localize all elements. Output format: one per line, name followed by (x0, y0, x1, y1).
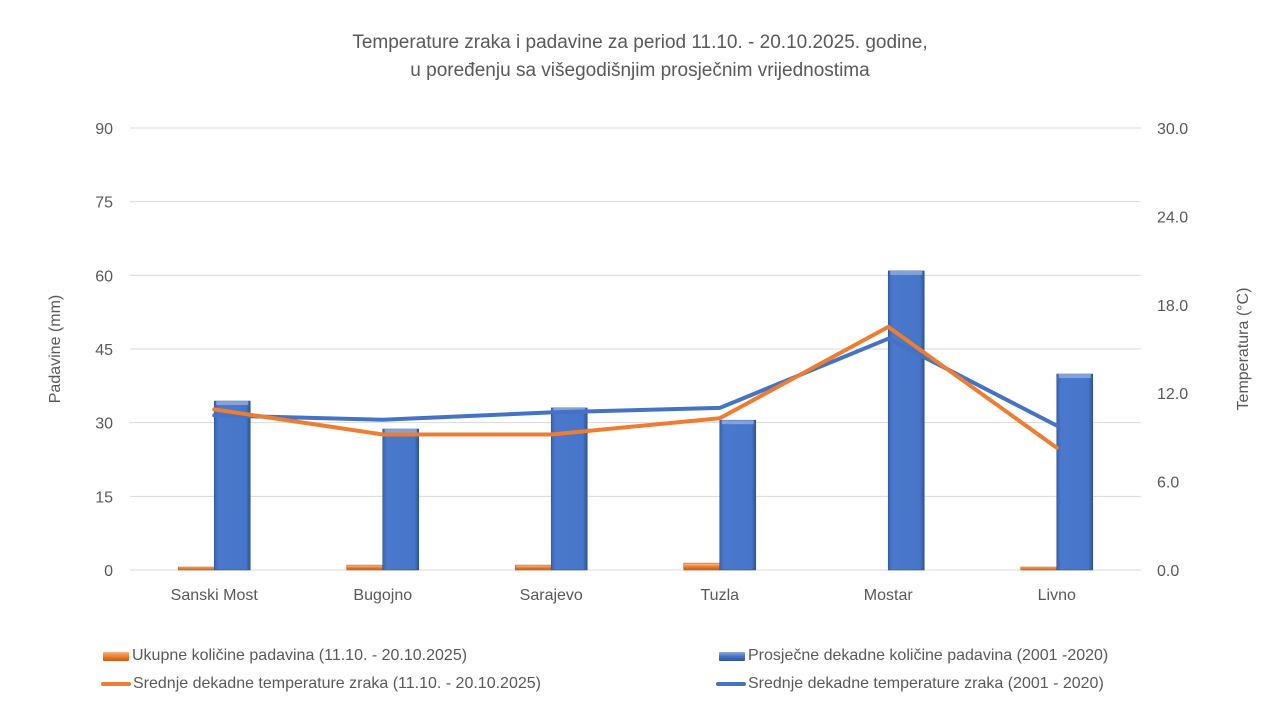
y-left-tick-label: 15 (95, 489, 113, 506)
x-tick-label: Sanski Most (171, 587, 259, 604)
legend-label: Ukupne količine padavina (11.10. - 20.10… (132, 647, 468, 664)
y-right-tick-label: 0.0 (1157, 563, 1179, 580)
bar-precip-2025 (514, 564, 552, 571)
y-right-tick-label: 12.0 (1157, 386, 1188, 403)
bar-bevel (216, 401, 249, 406)
chart-subtitle: u poređenju sa višegodišnjim prosječnim … (410, 60, 870, 81)
line-temp-2025 (212, 324, 1059, 450)
x-tick-label: Mostar (864, 587, 914, 604)
y-left-tick-label: 75 (95, 195, 113, 212)
legend-label: Srednje dekadne temperature zraka (11.10… (133, 675, 541, 692)
y-left-tick-label: 30 (95, 416, 113, 433)
bar-precip-2025 (683, 562, 721, 571)
bar-bevel (721, 420, 754, 425)
x-tick-label: Tuzla (700, 587, 739, 604)
y-left-tick-label: 45 (95, 342, 113, 359)
bar-precip-2025 (177, 566, 215, 571)
x-tick-label: Sarajevo (520, 587, 583, 604)
bar-precip-avg (550, 407, 588, 571)
bar-bevel (890, 270, 923, 275)
x-tick-label: Livno (1038, 587, 1076, 604)
legend-item-precip-avg: Prosječne dekadne količine padavina (200… (719, 647, 1108, 665)
legend-label: Srednje dekadne temperature zraka (2001 … (748, 675, 1104, 692)
bar-bevel (1058, 374, 1091, 379)
bar-precip-2025 (346, 564, 384, 571)
legend-swatch-temp-avg (716, 682, 746, 686)
legend-item-precip-2025: Ukupne količine padavina (11.10. - 20.10… (103, 647, 467, 665)
y-right-tick-label: 30.0 (1157, 121, 1188, 138)
y-right-tick-label: 24.0 (1157, 209, 1188, 226)
y-right-tick-label: 6.0 (1157, 475, 1179, 492)
x-tick-label: Bugojno (353, 587, 412, 604)
legend-label: Prosječne dekadne količine padavina (200… (748, 647, 1109, 664)
legend-swatch-precip-2025 (103, 651, 129, 661)
bar-precip-avg (719, 419, 757, 571)
bar-precip-2025 (1020, 566, 1058, 571)
chart-title: Temperature zraka i padavine za period 1… (352, 32, 928, 53)
legend-item-temp-avg: Srednje dekadne temperature zraka (2001 … (716, 675, 1104, 693)
line-temp-avg (212, 336, 1059, 428)
y-right-tick-label: 18.0 (1157, 298, 1188, 315)
y-left-tick-label: 0 (104, 563, 113, 580)
bar-precip-avg (887, 270, 925, 571)
y-left-tick-label: 60 (95, 268, 113, 285)
y-right-axis-title: Temperatura (°C) (1235, 288, 1252, 411)
y-left-tick-label: 90 (95, 121, 113, 138)
bar-precip-avg (213, 400, 251, 571)
legend-swatch-temp-2025 (101, 682, 131, 686)
bar-precip-avg (1056, 373, 1094, 571)
legend-item-temp-2025: Srednje dekadne temperature zraka (11.10… (101, 675, 541, 693)
bar-precip-avg (382, 428, 420, 571)
y-left-axis-title: Padavine (mm) (47, 295, 64, 403)
bar-bevel (384, 429, 417, 434)
legend-swatch-precip-avg (719, 651, 745, 661)
